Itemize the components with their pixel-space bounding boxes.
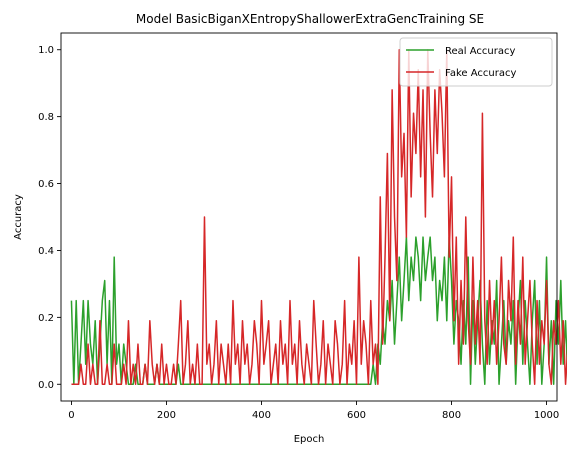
x-tick-label: 800 bbox=[442, 410, 461, 421]
y-tick-label: 0.8 bbox=[38, 112, 54, 123]
y-tick-label: 0.2 bbox=[38, 313, 54, 324]
legend-label-real: Real Accuracy bbox=[445, 46, 515, 57]
y-tick-label: 1.0 bbox=[38, 45, 54, 56]
x-tick-label: 600 bbox=[347, 410, 366, 421]
x-axis-label: Epoch bbox=[294, 434, 325, 445]
y-tick-label: 0.4 bbox=[38, 246, 54, 257]
legend-box bbox=[399, 37, 553, 87]
legend-label-fake: Fake Accuracy bbox=[445, 68, 516, 79]
x-tick-label: 0 bbox=[68, 410, 74, 421]
y-axis-label: Accuracy bbox=[13, 194, 24, 240]
legend: Real Accuracy Fake Accuracy bbox=[399, 37, 553, 87]
y-tick-label: 0.0 bbox=[38, 380, 54, 391]
y-tick-label: 0.6 bbox=[38, 179, 54, 190]
plot-frame bbox=[60, 32, 558, 402]
series-line-fake-accuracy bbox=[71, 48, 567, 386]
x-tick-label: 200 bbox=[157, 410, 176, 421]
chart-title: Model BasicBiganXEntropyShallowerExtraGe… bbox=[136, 12, 484, 26]
x-tick-label: 1000 bbox=[534, 410, 559, 421]
x-tick-label: 400 bbox=[252, 410, 271, 421]
series-layer bbox=[70, 48, 567, 386]
tick-layer: 0 200 400 600 800 1000 0.0 0.2 0.4 0.6 0.8 1.0 bbox=[38, 45, 559, 421]
